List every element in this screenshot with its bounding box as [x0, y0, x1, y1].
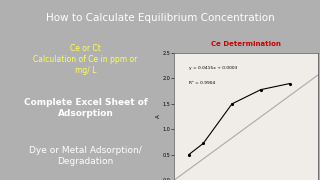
Y-axis label: A: A [156, 115, 161, 118]
Text: R² = 0.9904: R² = 0.9904 [189, 81, 215, 85]
Text: y = 0.0415x + 0.0003: y = 0.0415x + 0.0003 [189, 66, 237, 70]
Text: How to Calculate Equilibrium Concentration: How to Calculate Equilibrium Concentrati… [46, 13, 274, 22]
Text: Dye or Metal Adsorption/
Degradation: Dye or Metal Adsorption/ Degradation [29, 146, 142, 166]
Text: Complete Excel Sheet of
Adsorption: Complete Excel Sheet of Adsorption [24, 98, 148, 118]
Text: Ce Determination: Ce Determination [212, 41, 281, 47]
Text: Ce or Ct
Calculation of Ce in ppm or
mg/ L: Ce or Ct Calculation of Ce in ppm or mg/… [33, 44, 138, 75]
